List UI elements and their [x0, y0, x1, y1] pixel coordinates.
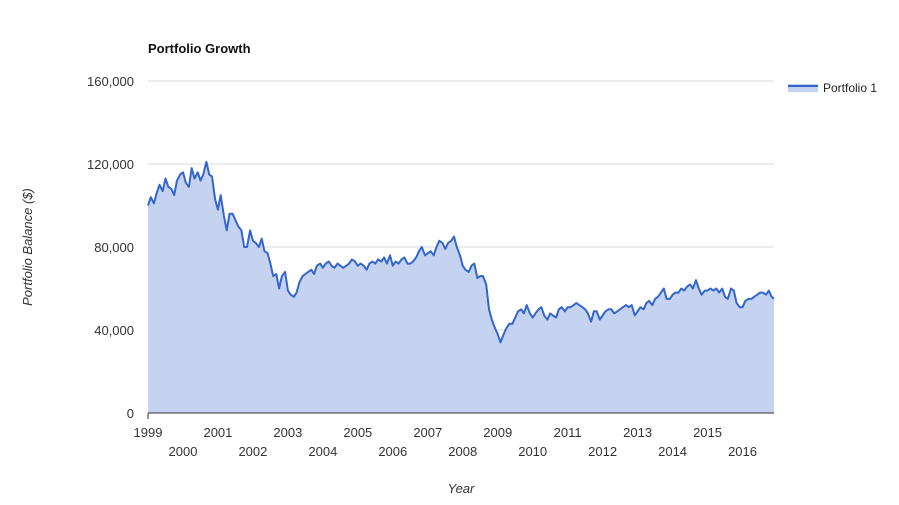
series-area-layer: [147, 160, 775, 413]
x-tick-label: 2014: [658, 444, 687, 459]
axes: [147, 412, 774, 419]
x-tick-label: 2015: [693, 425, 722, 440]
x-tick-label: 2002: [238, 444, 267, 459]
y-tick-label: 80,000: [94, 240, 134, 255]
y-tick-label: 40,000: [94, 323, 134, 338]
x-tick-label: 2012: [588, 444, 617, 459]
legend[interactable]: Portfolio 1: [788, 81, 877, 95]
x-axis-title: Year: [448, 481, 475, 496]
y-tick-label: 160,000: [87, 74, 134, 89]
x-tick-label: 2016: [728, 444, 757, 459]
y-axis-title: Portfolio Balance ($): [20, 188, 35, 306]
x-tick-label: 2001: [203, 425, 232, 440]
x-tick-labels: 1999 2000 2001 2002 2003 2004 2005 2006 2007 2008…: [134, 425, 757, 459]
chart-title: Portfolio Growth: [148, 41, 251, 56]
legend-swatch-fill: [788, 84, 818, 92]
y-tick-label: 0: [127, 406, 134, 421]
x-tick-label: 2006: [378, 444, 407, 459]
x-tick-label: 2011: [554, 425, 582, 440]
x-tick-label: 2003: [273, 425, 302, 440]
x-tick-label: 2007: [413, 425, 442, 440]
y-tick-label: 120,000: [87, 157, 134, 172]
series-line-portfolio-1: [147, 160, 775, 344]
x-tick-label: 2013: [623, 425, 652, 440]
series-area-portfolio-1: [148, 161, 774, 413]
x-tick-label: 2009: [483, 425, 512, 440]
x-tick-label: 2000: [169, 444, 198, 459]
x-tick-label: 2010: [518, 444, 547, 459]
x-tick-label: 1999: [134, 425, 163, 440]
y-tick-labels: 0 40,000 80,000 120,000 160,000: [87, 74, 134, 421]
x-tick-label: 2005: [343, 425, 372, 440]
x-tick-label: 2008: [448, 444, 477, 459]
x-tick-label: 2004: [308, 444, 337, 459]
legend-label: Portfolio 1: [823, 81, 877, 95]
